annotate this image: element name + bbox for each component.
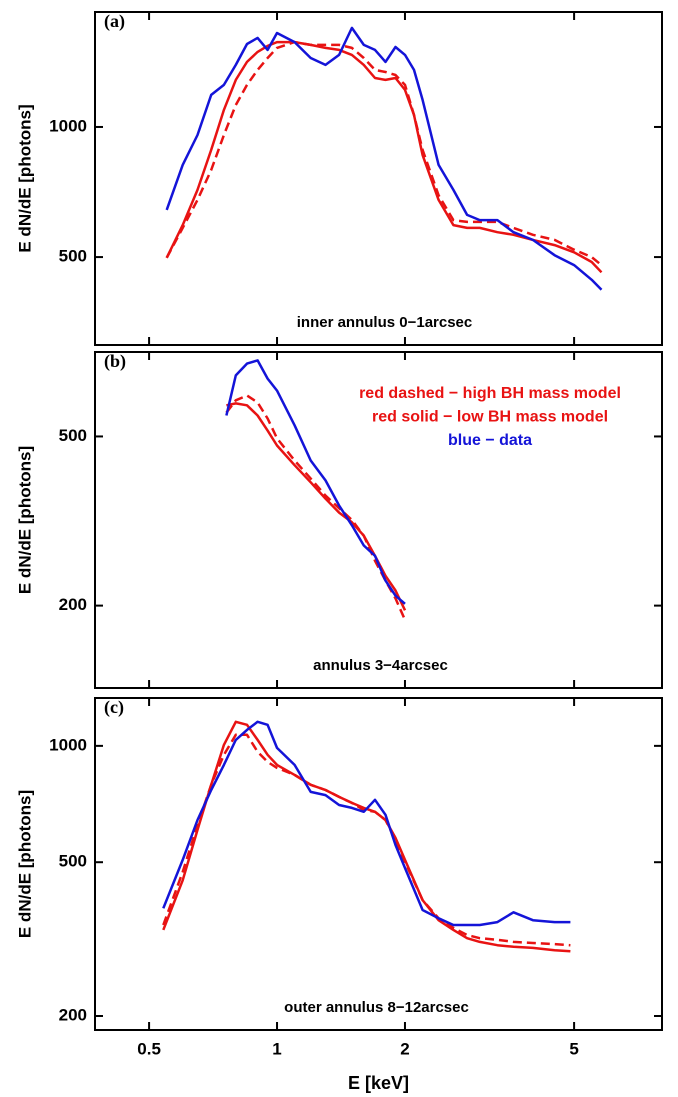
x-tick-label: 2 bbox=[400, 1039, 409, 1058]
panel-label: (a) bbox=[104, 11, 125, 32]
y-axis-label: E dN/dE [photons] bbox=[15, 104, 34, 252]
series-line bbox=[162, 720, 571, 953]
legend-entry: blue − data bbox=[448, 432, 532, 449]
legend-entry: red solid − low BH mass model bbox=[372, 409, 608, 426]
panel-annotation: outer annulus 8−12arcsec bbox=[284, 999, 469, 1016]
plot-frame bbox=[94, 11, 663, 346]
x-tick-label: 0.5 bbox=[137, 1039, 161, 1058]
plot-frame bbox=[94, 697, 663, 1031]
x-tick-label: 1 bbox=[272, 1039, 281, 1058]
series-line bbox=[165, 40, 603, 274]
panel-label: (c) bbox=[104, 697, 124, 718]
plot-frame bbox=[94, 351, 663, 689]
y-tick-label: 200 bbox=[59, 1005, 87, 1024]
y-tick-label: 500 bbox=[59, 247, 87, 266]
legend-entry: red dashed − high BH mass model bbox=[359, 385, 621, 402]
series-line bbox=[165, 40, 603, 267]
y-tick-label: 500 bbox=[59, 852, 87, 871]
panel-annotation: inner annulus 0−1arcsec bbox=[297, 314, 473, 331]
x-tick-label: 5 bbox=[569, 1039, 578, 1058]
series-line bbox=[226, 402, 407, 611]
series-line bbox=[225, 359, 406, 605]
series-line bbox=[165, 26, 603, 291]
panel-label: (b) bbox=[104, 351, 126, 372]
y-tick-label: 1000 bbox=[49, 735, 87, 754]
series-line bbox=[162, 720, 571, 927]
panel-annotation: annulus 3−4arcsec bbox=[313, 657, 448, 674]
series-line bbox=[225, 394, 407, 621]
y-tick-label: 1000 bbox=[49, 116, 87, 135]
y-tick-label: 200 bbox=[59, 595, 87, 614]
y-axis-label: E dN/dE [photons] bbox=[15, 446, 34, 594]
y-tick-label: 500 bbox=[59, 426, 87, 445]
x-axis-label: E [keV] bbox=[348, 1073, 409, 1093]
y-axis-label: E dN/dE [photons] bbox=[15, 790, 34, 938]
